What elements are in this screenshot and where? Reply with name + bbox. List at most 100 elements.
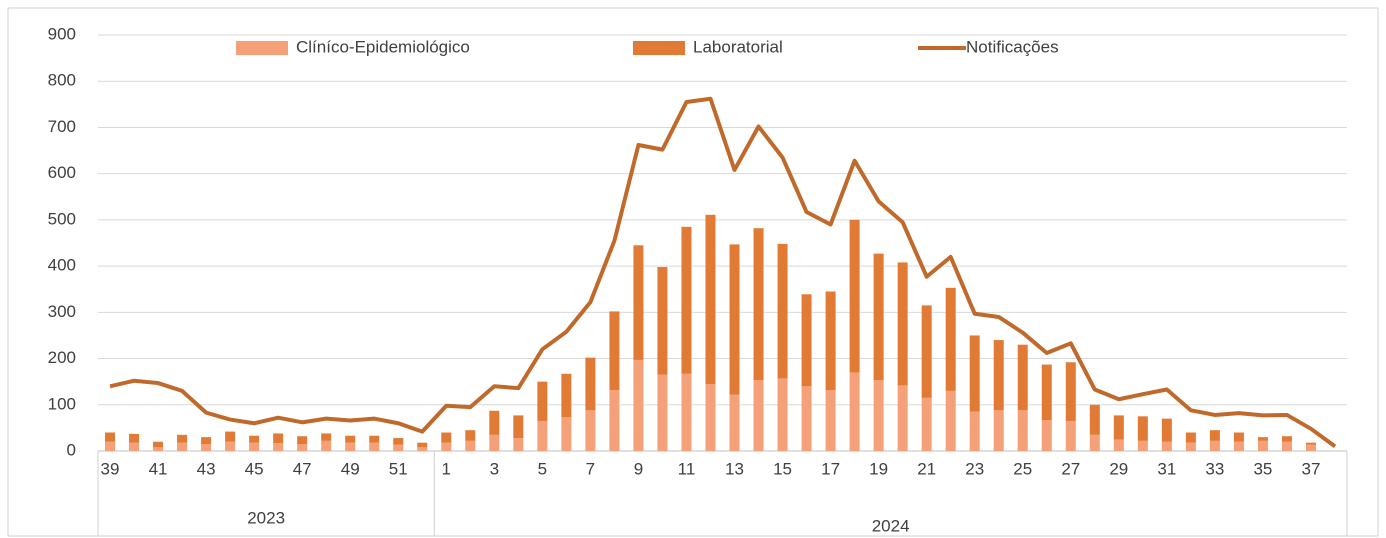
bar bbox=[921, 397, 932, 451]
bar bbox=[441, 432, 452, 443]
group-label: 2023 bbox=[247, 508, 285, 527]
bar bbox=[273, 433, 284, 444]
bar bbox=[105, 441, 116, 451]
bar bbox=[1137, 440, 1148, 451]
x-tick-label: 27 bbox=[1061, 459, 1080, 478]
bar bbox=[849, 219, 860, 373]
bar bbox=[993, 340, 1004, 411]
x-tick-label: 17 bbox=[821, 459, 840, 478]
bar bbox=[1041, 420, 1052, 451]
bar bbox=[729, 394, 740, 451]
y-tick-label: 100 bbox=[48, 394, 76, 413]
x-tick-label: 45 bbox=[245, 459, 264, 478]
bar bbox=[417, 442, 428, 448]
bar bbox=[561, 417, 572, 451]
bar bbox=[1017, 344, 1028, 411]
bar bbox=[393, 444, 404, 451]
bar bbox=[1209, 440, 1220, 451]
x-tick-label: 33 bbox=[1205, 459, 1224, 478]
bar bbox=[249, 442, 260, 451]
legend-swatch bbox=[633, 41, 685, 55]
bar bbox=[729, 244, 740, 395]
x-tick-label: 13 bbox=[725, 459, 744, 478]
y-tick-label: 700 bbox=[48, 117, 76, 136]
bar bbox=[1185, 432, 1196, 443]
line bbox=[109, 96, 1337, 448]
bar bbox=[1137, 416, 1148, 441]
bar bbox=[369, 442, 380, 451]
bar bbox=[345, 435, 356, 443]
y-tick-label: 200 bbox=[48, 348, 76, 367]
bar bbox=[825, 389, 836, 451]
y-tick-label: 800 bbox=[48, 71, 76, 90]
bar bbox=[705, 214, 716, 384]
x-tick-label: 11 bbox=[678, 459, 696, 478]
bar bbox=[153, 441, 164, 448]
bar bbox=[1233, 432, 1244, 442]
bar bbox=[1305, 442, 1316, 445]
bar bbox=[369, 435, 380, 443]
y-tick-label: 300 bbox=[48, 302, 76, 321]
group-label: 2024 bbox=[872, 516, 910, 535]
bar bbox=[297, 444, 308, 451]
x-tick-label: 5 bbox=[538, 459, 547, 478]
x-tick-label: 7 bbox=[586, 459, 595, 478]
bar bbox=[417, 447, 428, 451]
bar bbox=[777, 378, 788, 451]
x-tick-label: 3 bbox=[490, 459, 499, 478]
x-tick-label: 43 bbox=[197, 459, 216, 478]
bar bbox=[201, 437, 212, 445]
bar bbox=[465, 430, 476, 441]
bar bbox=[1209, 430, 1220, 441]
bar bbox=[1017, 410, 1028, 451]
legend-label: Laboratorial bbox=[693, 37, 783, 56]
x-tick-label: 49 bbox=[341, 459, 360, 478]
bar bbox=[657, 267, 668, 375]
x-tick-label: 35 bbox=[1253, 459, 1272, 478]
bar bbox=[777, 243, 788, 379]
x-tick-label: 41 bbox=[149, 459, 168, 478]
bar bbox=[393, 438, 404, 445]
bar bbox=[753, 228, 764, 381]
x-tick-label: 15 bbox=[773, 459, 792, 478]
x-tick-label: 23 bbox=[965, 459, 984, 478]
bar bbox=[681, 373, 692, 451]
bar bbox=[897, 262, 908, 386]
legend-swatch bbox=[236, 41, 288, 55]
bar bbox=[321, 433, 332, 441]
bar bbox=[1089, 434, 1100, 451]
bar bbox=[537, 420, 548, 451]
bar bbox=[465, 440, 476, 451]
x-tick-label: 31 bbox=[1157, 459, 1176, 478]
bar bbox=[177, 442, 188, 451]
y-tick-label: 500 bbox=[48, 209, 76, 228]
x-tick-label: 19 bbox=[869, 459, 888, 478]
bar bbox=[945, 287, 956, 391]
bar bbox=[1065, 362, 1076, 421]
bar bbox=[681, 226, 692, 374]
x-tick-label: 51 bbox=[389, 459, 408, 478]
bar bbox=[489, 434, 500, 451]
bar bbox=[969, 335, 980, 412]
x-tick-label: 39 bbox=[101, 459, 120, 478]
bar bbox=[1305, 444, 1316, 451]
bar bbox=[873, 253, 884, 381]
bar bbox=[945, 390, 956, 451]
bar bbox=[753, 380, 764, 451]
x-tick-label: 29 bbox=[1109, 459, 1128, 478]
bar bbox=[177, 434, 188, 443]
bar bbox=[1185, 442, 1196, 451]
bar bbox=[849, 372, 860, 451]
bar bbox=[1233, 441, 1244, 451]
bar bbox=[1041, 364, 1052, 421]
y-tick-label: 0 bbox=[67, 440, 76, 459]
x-tick-label: 9 bbox=[634, 459, 643, 478]
bar bbox=[1161, 418, 1172, 442]
x-tick-label: 47 bbox=[293, 459, 312, 478]
bar bbox=[105, 432, 116, 442]
bar bbox=[225, 431, 236, 442]
bar bbox=[825, 291, 836, 390]
bar bbox=[1089, 404, 1100, 435]
bar bbox=[321, 440, 332, 451]
bar bbox=[129, 433, 140, 443]
